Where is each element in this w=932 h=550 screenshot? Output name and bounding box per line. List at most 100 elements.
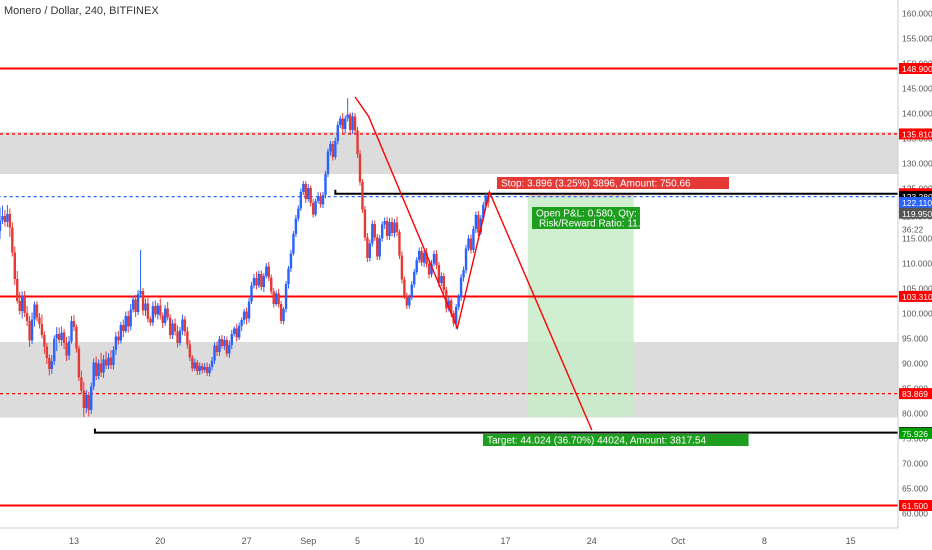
candle-body: [427, 264, 431, 275]
price-tick-label: 70.000: [902, 459, 928, 469]
price-label: 61.500: [902, 501, 928, 511]
candle-body: [144, 303, 147, 311]
candle-body: [378, 238, 381, 257]
price-tick-label: 110.000: [902, 259, 932, 269]
candle-body: [260, 274, 263, 287]
candle-body: [450, 300, 453, 313]
price-label-bg: [899, 207, 932, 219]
price-tick-label: 60.000: [902, 509, 928, 519]
stop-label-bg: [497, 177, 729, 189]
candle-body: [62, 332, 66, 343]
candle-body: [240, 320, 243, 326]
candle-body: [30, 319, 34, 341]
candle-body: [94, 362, 98, 376]
candle-body: [35, 304, 39, 318]
candle-body: [33, 304, 36, 320]
time-tick-label: 24: [587, 536, 597, 546]
candle-body: [18, 301, 21, 311]
candle-body: [43, 335, 46, 347]
candle-body: [215, 345, 219, 352]
candle-body: [20, 296, 24, 311]
candle-body: [390, 222, 394, 233]
candle-body: [28, 321, 31, 341]
candle-body: [166, 308, 169, 318]
time-tick-label: 17: [500, 536, 510, 546]
candle-body: [435, 254, 438, 265]
candle-body: [136, 294, 140, 312]
candle-body: [484, 195, 487, 205]
candle-body: [154, 306, 157, 315]
price-label-bg: [899, 500, 932, 511]
candle-body: [284, 284, 288, 309]
risk-reward-label: Risk/Reward Ratio: 11.3: [539, 219, 647, 230]
stop-zone: [527, 193, 634, 197]
candle-body: [104, 359, 108, 366]
candle-body: [447, 300, 450, 309]
time-tick-label: 13: [69, 536, 79, 546]
candle-body: [321, 195, 325, 205]
candle-body: [228, 345, 231, 354]
price-tick-label: 160.000: [902, 9, 932, 19]
price-tick-label: 95.000: [902, 334, 928, 344]
candle-body: [156, 305, 160, 315]
price-tick-label: 105.000: [902, 284, 932, 294]
candle-body: [356, 130, 359, 154]
candle-body: [57, 334, 61, 340]
candle-body: [277, 293, 280, 304]
candle-body: [413, 272, 416, 285]
candle-body: [353, 116, 357, 131]
candle-body: [472, 229, 475, 250]
candle-body: [302, 184, 305, 192]
candle-body: [191, 357, 194, 369]
candle-body: [274, 293, 278, 304]
candle-body: [432, 254, 436, 264]
candle-body: [373, 224, 376, 238]
candle-body: [23, 296, 26, 313]
candle-body: [13, 252, 16, 279]
candle-body: [311, 203, 315, 215]
candle-body: [129, 309, 132, 327]
open-pnl-label: Open P&L: 0.580, Qty: 64: [536, 209, 651, 220]
candle-body: [38, 317, 41, 324]
trend-line: [354, 96, 593, 431]
candle-body: [331, 144, 335, 157]
trend-lines: [354, 96, 593, 431]
candle-body: [376, 237, 379, 257]
candle-body: [289, 253, 293, 269]
candle-body: [11, 227, 14, 253]
price-tick-label: 130.000: [902, 159, 932, 169]
candle-body: [210, 360, 214, 367]
candle-body: [225, 340, 229, 354]
candle-body: [53, 338, 56, 361]
price-label-bg: [899, 63, 932, 74]
candle-body: [82, 390, 86, 408]
price-label: 135.810: [902, 129, 932, 139]
candle-body: [131, 299, 135, 310]
candle-body: [127, 316, 130, 327]
candle-body: [161, 315, 164, 323]
price-label-bg: [899, 191, 932, 203]
candle-body: [388, 222, 391, 236]
price-label: 75.926: [902, 429, 928, 439]
candle-body: [257, 274, 261, 286]
candle-body: [279, 304, 283, 321]
time-tick-label: 5: [355, 536, 360, 546]
candle-body: [393, 222, 396, 233]
candle-body: [454, 307, 458, 324]
candle-body: [262, 276, 266, 287]
candle-body: [200, 366, 204, 370]
candle-body: [366, 237, 369, 258]
candle-body: [344, 118, 347, 129]
time-tick-label: 8: [762, 536, 767, 546]
candle-body: [230, 334, 233, 345]
candle-body: [287, 268, 290, 284]
candle-body: [6, 214, 9, 222]
support-resistance-zones: [0, 132, 898, 418]
candle-body: [371, 224, 374, 244]
candle-body: [398, 232, 401, 256]
candle-body: [341, 118, 344, 129]
price-label: 148.900: [902, 64, 932, 74]
target-label: Target: 44.024 (36.70%) 44024, Amount: 3…: [487, 436, 706, 447]
candle-body: [457, 297, 460, 307]
